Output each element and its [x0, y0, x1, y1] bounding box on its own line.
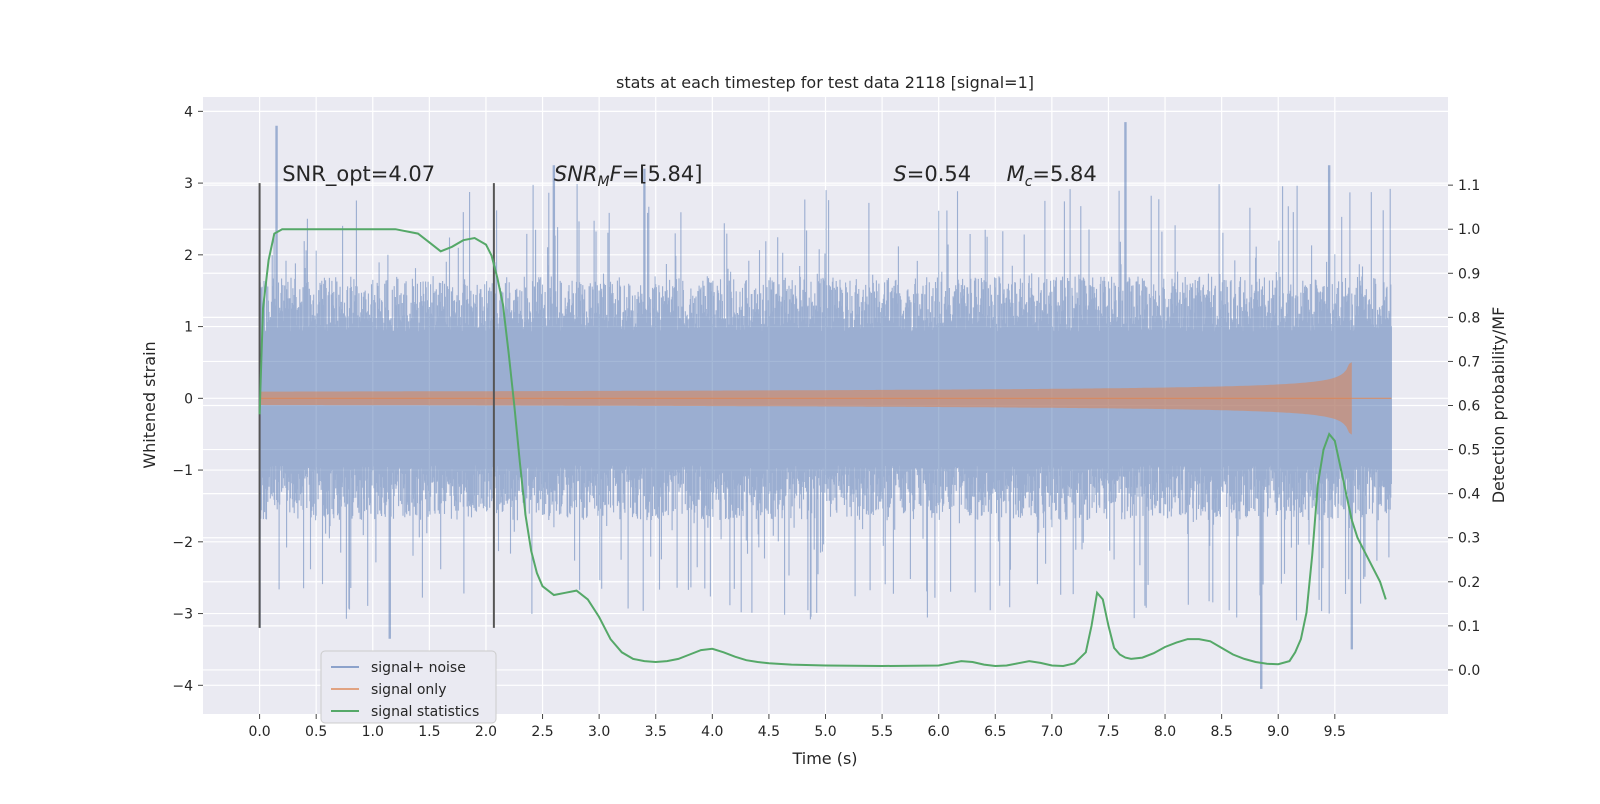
annotation-snr-mf: SNRMF=[5.84]	[554, 162, 703, 190]
annotation-mc-value: Mc=5.84	[1007, 162, 1097, 190]
x-tick-label: 1.5	[418, 724, 440, 740]
y2-tick-label: 0.4	[1458, 487, 1480, 503]
x-tick-label: 3.0	[588, 724, 610, 740]
x-tick-label: 6.5	[984, 724, 1006, 740]
annotation-layer: SNR_opt=4.07 SNRMF=[5.84] S=0.54 Mc=5.84	[282, 162, 1097, 190]
x-tick-label: 6.0	[928, 724, 950, 740]
chirp-layer	[259, 362, 1392, 435]
y-tick-label: −4	[172, 678, 193, 694]
x-tick-label: 9.5	[1324, 724, 1346, 740]
x-tick-label: 7.5	[1097, 724, 1119, 740]
y2-tick-label: 0.6	[1458, 399, 1480, 415]
y2-tick-label: 0.7	[1458, 354, 1480, 370]
legend-label: signal statistics	[371, 704, 479, 720]
y2-tick-label: 0.5	[1458, 443, 1480, 459]
x-tick-label: 2.0	[475, 724, 497, 740]
y-axis-label: Whitened strain	[140, 341, 159, 468]
y2-tick-label: 1.1	[1458, 178, 1480, 194]
legend-box	[320, 650, 497, 724]
y2-tick-label: 1.0	[1458, 222, 1480, 238]
x-tick-label: 9.0	[1267, 724, 1289, 740]
y2-tick-label: 0.9	[1458, 266, 1480, 282]
annotation-s-value: S=0.54	[893, 162, 971, 186]
y2-tick-label: 0.3	[1458, 531, 1480, 547]
legend-items: signal+ noise signal only signal statistic…	[331, 660, 479, 720]
x-tick-label: 8.0	[1154, 724, 1176, 740]
x-tick-label: 4.0	[701, 724, 723, 740]
legend-label: signal only	[371, 682, 446, 698]
y2-tick-label: 0.8	[1458, 310, 1480, 326]
y-tick-label: 4	[184, 104, 193, 120]
x-tick-label: 8.5	[1211, 724, 1233, 740]
x-tick-label: 3.5	[645, 724, 667, 740]
x-axis-label: Time (s)	[791, 749, 857, 768]
chart-title: stats at each timestep for test data 211…	[616, 73, 1034, 92]
y2-tick-label: 0.2	[1458, 575, 1480, 591]
y-tick-label: −2	[172, 535, 193, 551]
annotation-snr-opt: SNR_opt=4.07	[282, 162, 435, 187]
y-tick-label: 0	[184, 391, 193, 407]
stat-layer	[258, 228, 1387, 668]
y2-tick-label: 0.1	[1458, 619, 1480, 635]
tick-layer: 0.0 0.5 1.0 1.5 2.0 2.5 3.0 3.5 4.0 4.5 5.0 5.5 6.0 6…	[172, 104, 1480, 740]
x-tick-label: 4.5	[758, 724, 780, 740]
x-tick-label: 2.5	[531, 724, 553, 740]
y2-tick-label: 0.0	[1458, 663, 1480, 679]
x-tick-label: 7.0	[1041, 724, 1063, 740]
legend-label: signal+ noise	[371, 660, 466, 676]
x-tick-label: 0.5	[305, 724, 327, 740]
legend: signal+ noise signal only signal statistic…	[320, 650, 497, 724]
x-tick-label: 0.0	[248, 724, 270, 740]
x-tick-label: 1.0	[362, 724, 384, 740]
y2-axis-label: Detection probability/MF	[1489, 307, 1508, 504]
y-tick-label: 2	[184, 248, 193, 264]
y-tick-label: −3	[172, 607, 193, 623]
y-tick-label: 1	[184, 320, 193, 336]
x-tick-label: 5.0	[814, 724, 836, 740]
y-tick-label: −1	[172, 463, 193, 479]
y-tick-label: 3	[184, 176, 193, 192]
series-signal-statistics	[258, 228, 1387, 668]
x-tick-label: 5.5	[871, 724, 893, 740]
